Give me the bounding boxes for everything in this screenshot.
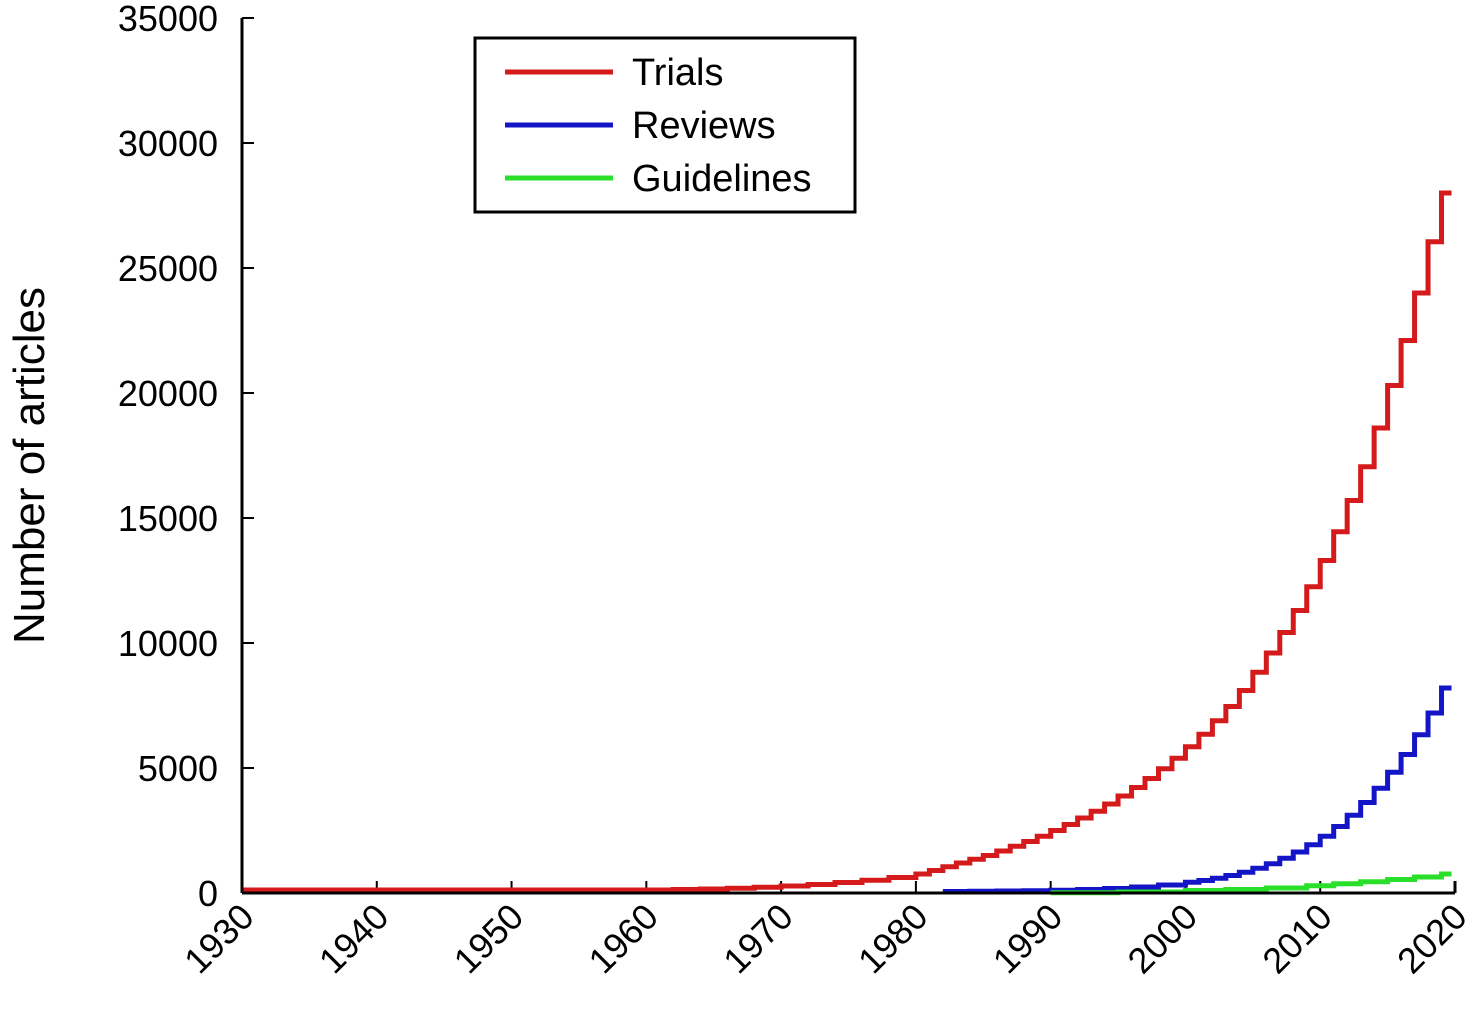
legend-label-trials: Trials: [632, 52, 723, 94]
x-tick-label: 1970: [715, 896, 801, 982]
y-axis-title: Number of articles: [5, 287, 54, 644]
y-tick-label: 25000: [118, 248, 218, 289]
x-tick-label: 1980: [850, 896, 936, 982]
x-axis-ticks: 1930 1940 1950 1960 1970 1980 1990 2000 2010 2020: [176, 881, 1475, 981]
x-tick-label: 2020: [1389, 896, 1475, 982]
x-tick-label: 2000: [1119, 896, 1205, 982]
legend-label-guidelines: Guidelines: [632, 158, 812, 200]
x-tick-label: 2010: [1254, 896, 1340, 982]
series-line-trials: [242, 190, 1452, 893]
legend-label-reviews: Reviews: [632, 105, 776, 147]
y-tick-label: 35000: [118, 0, 218, 39]
x-tick-label: 1930: [176, 896, 262, 982]
x-tick-label: 1950: [446, 896, 532, 982]
series-line-reviews: [942, 685, 1452, 894]
y-tick-label: 30000: [118, 123, 218, 164]
y-axis-ticks: 0 5000 10000 15000 20000 25000 30000 35000: [118, 0, 254, 914]
y-tick-label: 20000: [118, 373, 218, 414]
plot-frame: [240, 18, 1457, 895]
legend: Trials Reviews Guidelines: [473, 36, 857, 214]
series-line-guidelines: [1050, 871, 1452, 896]
y-tick-label: 10000: [118, 623, 218, 664]
series-layer: [242, 190, 1452, 896]
x-tick-label: 1990: [985, 896, 1071, 982]
y-tick-label: 15000: [118, 498, 218, 539]
y-tick-label: 0: [198, 873, 218, 914]
x-tick-label: 1940: [311, 896, 397, 982]
x-tick-label: 1960: [580, 896, 666, 982]
y-tick-label: 5000: [138, 748, 218, 789]
